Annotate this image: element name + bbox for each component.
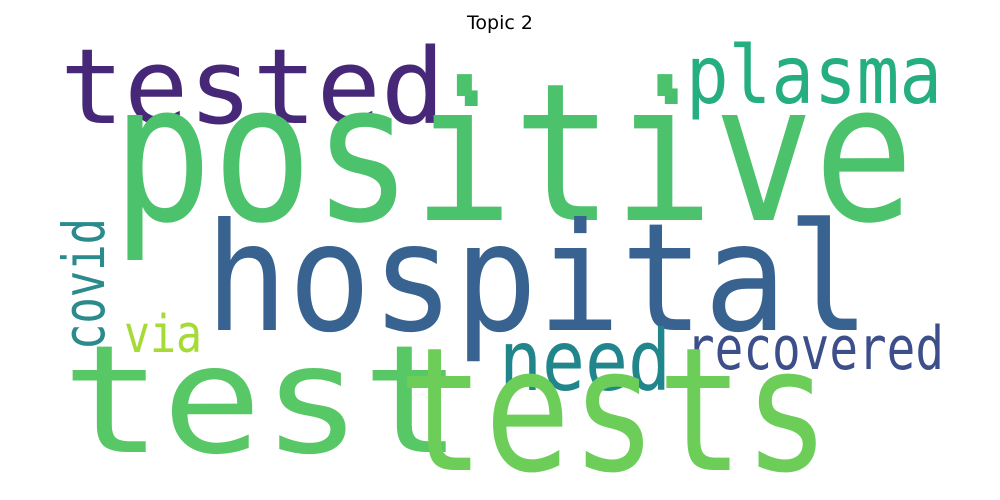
word-hospital: hospital: [205, 192, 870, 366]
word-recovered: recovered: [686, 314, 944, 384]
word-need: need: [499, 312, 671, 410]
word-tested: tested: [60, 26, 445, 148]
word-dot-1: .: [440, 9, 503, 131]
chart-title: Topic 2: [467, 12, 533, 34]
word-test: test: [62, 314, 462, 488]
word-plasma: plasma: [686, 29, 942, 122]
word-covid: covid: [50, 218, 118, 350]
word-via: via: [124, 305, 202, 365]
word-dot-2: .: [640, 7, 703, 129]
word-positive: positive: [112, 43, 914, 266]
word-tests: tests: [398, 310, 830, 500]
